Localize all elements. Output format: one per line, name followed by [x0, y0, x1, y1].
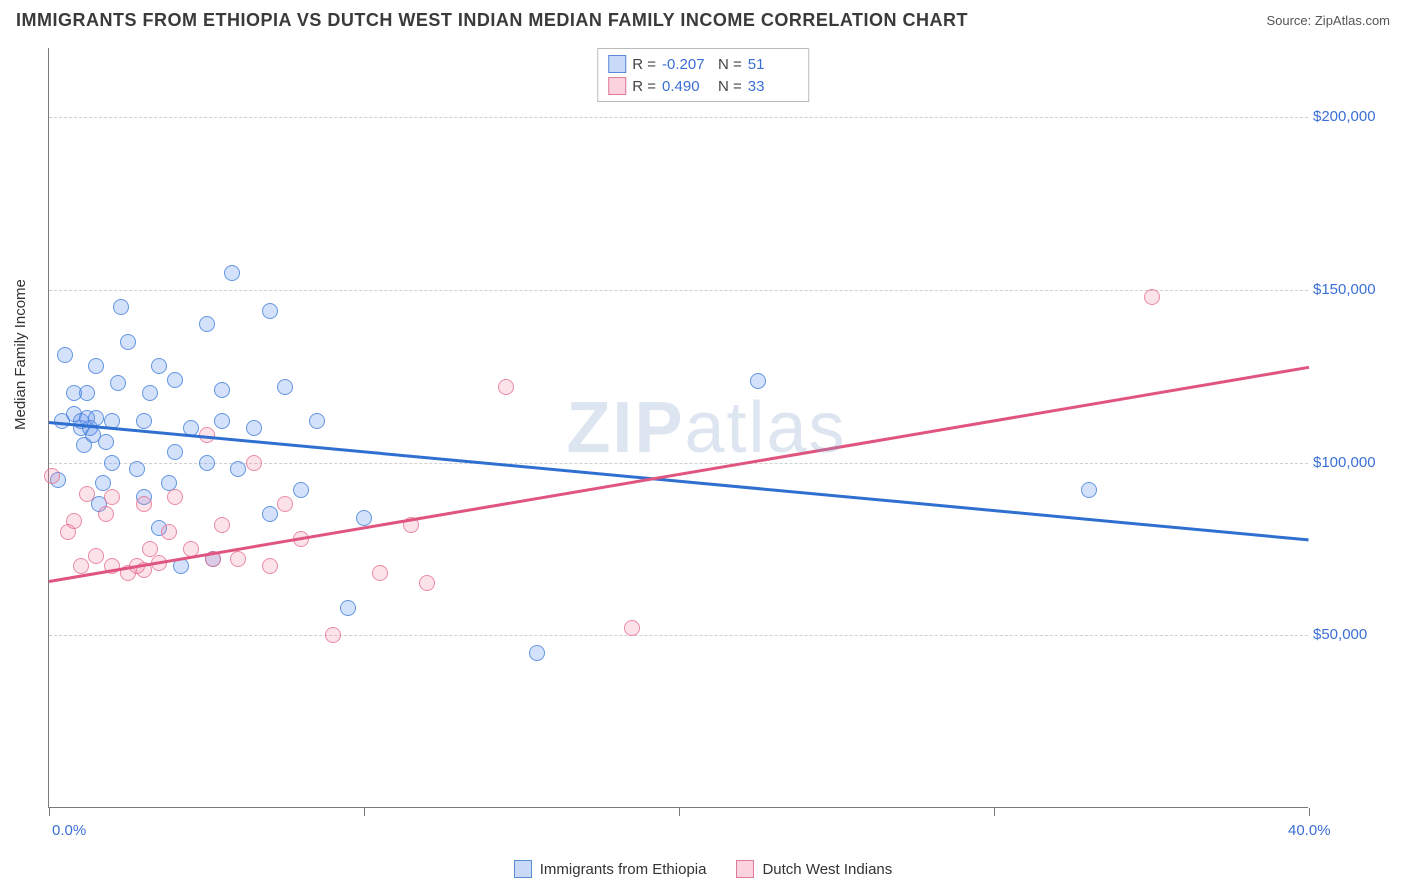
- data-point-dutch: [88, 548, 104, 564]
- data-point-dutch: [419, 575, 435, 591]
- data-point-ethiopia: [98, 434, 114, 450]
- data-point-dutch: [44, 468, 60, 484]
- data-point-dutch: [1144, 289, 1160, 305]
- grid-line: [49, 117, 1308, 118]
- y-tick-label: $150,000: [1313, 281, 1398, 298]
- data-point-ethiopia: [262, 506, 278, 522]
- data-point-ethiopia: [1081, 482, 1097, 498]
- stat-label-r: R =: [632, 78, 656, 95]
- watermark-text: ZIPatlas: [566, 387, 846, 469]
- stat-label-n: N =: [718, 78, 742, 95]
- data-point-dutch: [66, 513, 82, 529]
- data-point-ethiopia: [356, 510, 372, 526]
- data-point-dutch: [98, 506, 114, 522]
- y-tick-label: $200,000: [1313, 108, 1398, 125]
- stat-label-r: R =: [632, 56, 656, 73]
- legend-swatch: [736, 860, 754, 878]
- data-point-ethiopia: [104, 455, 120, 471]
- legend-label: Dutch West Indians: [762, 861, 892, 878]
- data-point-dutch: [136, 496, 152, 512]
- stats-legend-box: R = -0.207 N = 51 R = 0.490 N = 33: [597, 48, 809, 102]
- data-point-ethiopia: [113, 299, 129, 315]
- x-tick-label: 0.0%: [52, 822, 86, 839]
- data-point-dutch: [214, 517, 230, 533]
- data-point-dutch: [104, 489, 120, 505]
- stats-legend-row: R = 0.490 N = 33: [608, 75, 798, 97]
- data-point-ethiopia: [214, 382, 230, 398]
- stat-value-r: -0.207: [662, 56, 712, 73]
- stat-value-n: 33: [748, 78, 798, 95]
- data-point-ethiopia: [293, 482, 309, 498]
- legend-item: Immigrants from Ethiopia: [514, 860, 707, 878]
- legend-swatch: [608, 77, 626, 95]
- data-point-ethiopia: [120, 334, 136, 350]
- data-point-ethiopia: [129, 461, 145, 477]
- data-point-ethiopia: [79, 385, 95, 401]
- data-point-ethiopia: [224, 265, 240, 281]
- data-point-dutch: [624, 620, 640, 636]
- data-point-dutch: [230, 551, 246, 567]
- data-point-ethiopia: [151, 358, 167, 374]
- legend-swatch: [608, 55, 626, 73]
- y-axis-label: Median Family Income: [12, 279, 29, 430]
- data-point-ethiopia: [167, 444, 183, 460]
- y-tick-label: $50,000: [1313, 626, 1398, 643]
- data-point-dutch: [161, 524, 177, 540]
- trend-line: [49, 421, 1309, 541]
- stats-legend-row: R = -0.207 N = 51: [608, 53, 798, 75]
- data-point-ethiopia: [199, 455, 215, 471]
- data-point-ethiopia: [340, 600, 356, 616]
- stat-value-n: 51: [748, 56, 798, 73]
- data-point-dutch: [277, 496, 293, 512]
- data-point-ethiopia: [230, 461, 246, 477]
- data-point-dutch: [167, 489, 183, 505]
- data-point-ethiopia: [529, 645, 545, 661]
- data-point-ethiopia: [110, 375, 126, 391]
- grid-line: [49, 290, 1308, 291]
- data-point-ethiopia: [88, 410, 104, 426]
- data-point-ethiopia: [277, 379, 293, 395]
- data-point-dutch: [262, 558, 278, 574]
- stat-label-n: N =: [718, 56, 742, 73]
- x-tick-label: 40.0%: [1288, 822, 1331, 839]
- data-point-ethiopia: [136, 413, 152, 429]
- data-point-ethiopia: [88, 358, 104, 374]
- legend-label: Immigrants from Ethiopia: [540, 861, 707, 878]
- data-point-ethiopia: [214, 413, 230, 429]
- x-tick-mark: [679, 808, 680, 816]
- data-point-ethiopia: [57, 347, 73, 363]
- series-legend: Immigrants from Ethiopia Dutch West India…: [0, 860, 1406, 878]
- legend-swatch: [514, 860, 532, 878]
- stat-value-r: 0.490: [662, 78, 712, 95]
- data-point-ethiopia: [167, 372, 183, 388]
- data-point-ethiopia: [199, 316, 215, 332]
- x-tick-mark: [49, 808, 50, 816]
- data-point-ethiopia: [262, 303, 278, 319]
- y-tick-label: $100,000: [1313, 454, 1398, 471]
- legend-item: Dutch West Indians: [736, 860, 892, 878]
- data-point-ethiopia: [142, 385, 158, 401]
- x-tick-mark: [994, 808, 995, 816]
- x-tick-mark: [364, 808, 365, 816]
- scatter-chart: ZIPatlas $50,000$100,000$150,000$200,000: [48, 48, 1308, 808]
- data-point-dutch: [372, 565, 388, 581]
- grid-line: [49, 635, 1308, 636]
- chart-header: IMMIGRANTS FROM ETHIOPIA VS DUTCH WEST I…: [0, 0, 1406, 37]
- data-point-ethiopia: [309, 413, 325, 429]
- data-point-dutch: [325, 627, 341, 643]
- data-point-ethiopia: [750, 373, 766, 389]
- chart-title: IMMIGRANTS FROM ETHIOPIA VS DUTCH WEST I…: [16, 10, 968, 31]
- data-point-dutch: [498, 379, 514, 395]
- chart-source: Source: ZipAtlas.com: [1266, 13, 1390, 28]
- data-point-dutch: [79, 486, 95, 502]
- data-point-dutch: [73, 558, 89, 574]
- x-tick-mark: [1309, 808, 1310, 816]
- data-point-dutch: [246, 455, 262, 471]
- data-point-ethiopia: [246, 420, 262, 436]
